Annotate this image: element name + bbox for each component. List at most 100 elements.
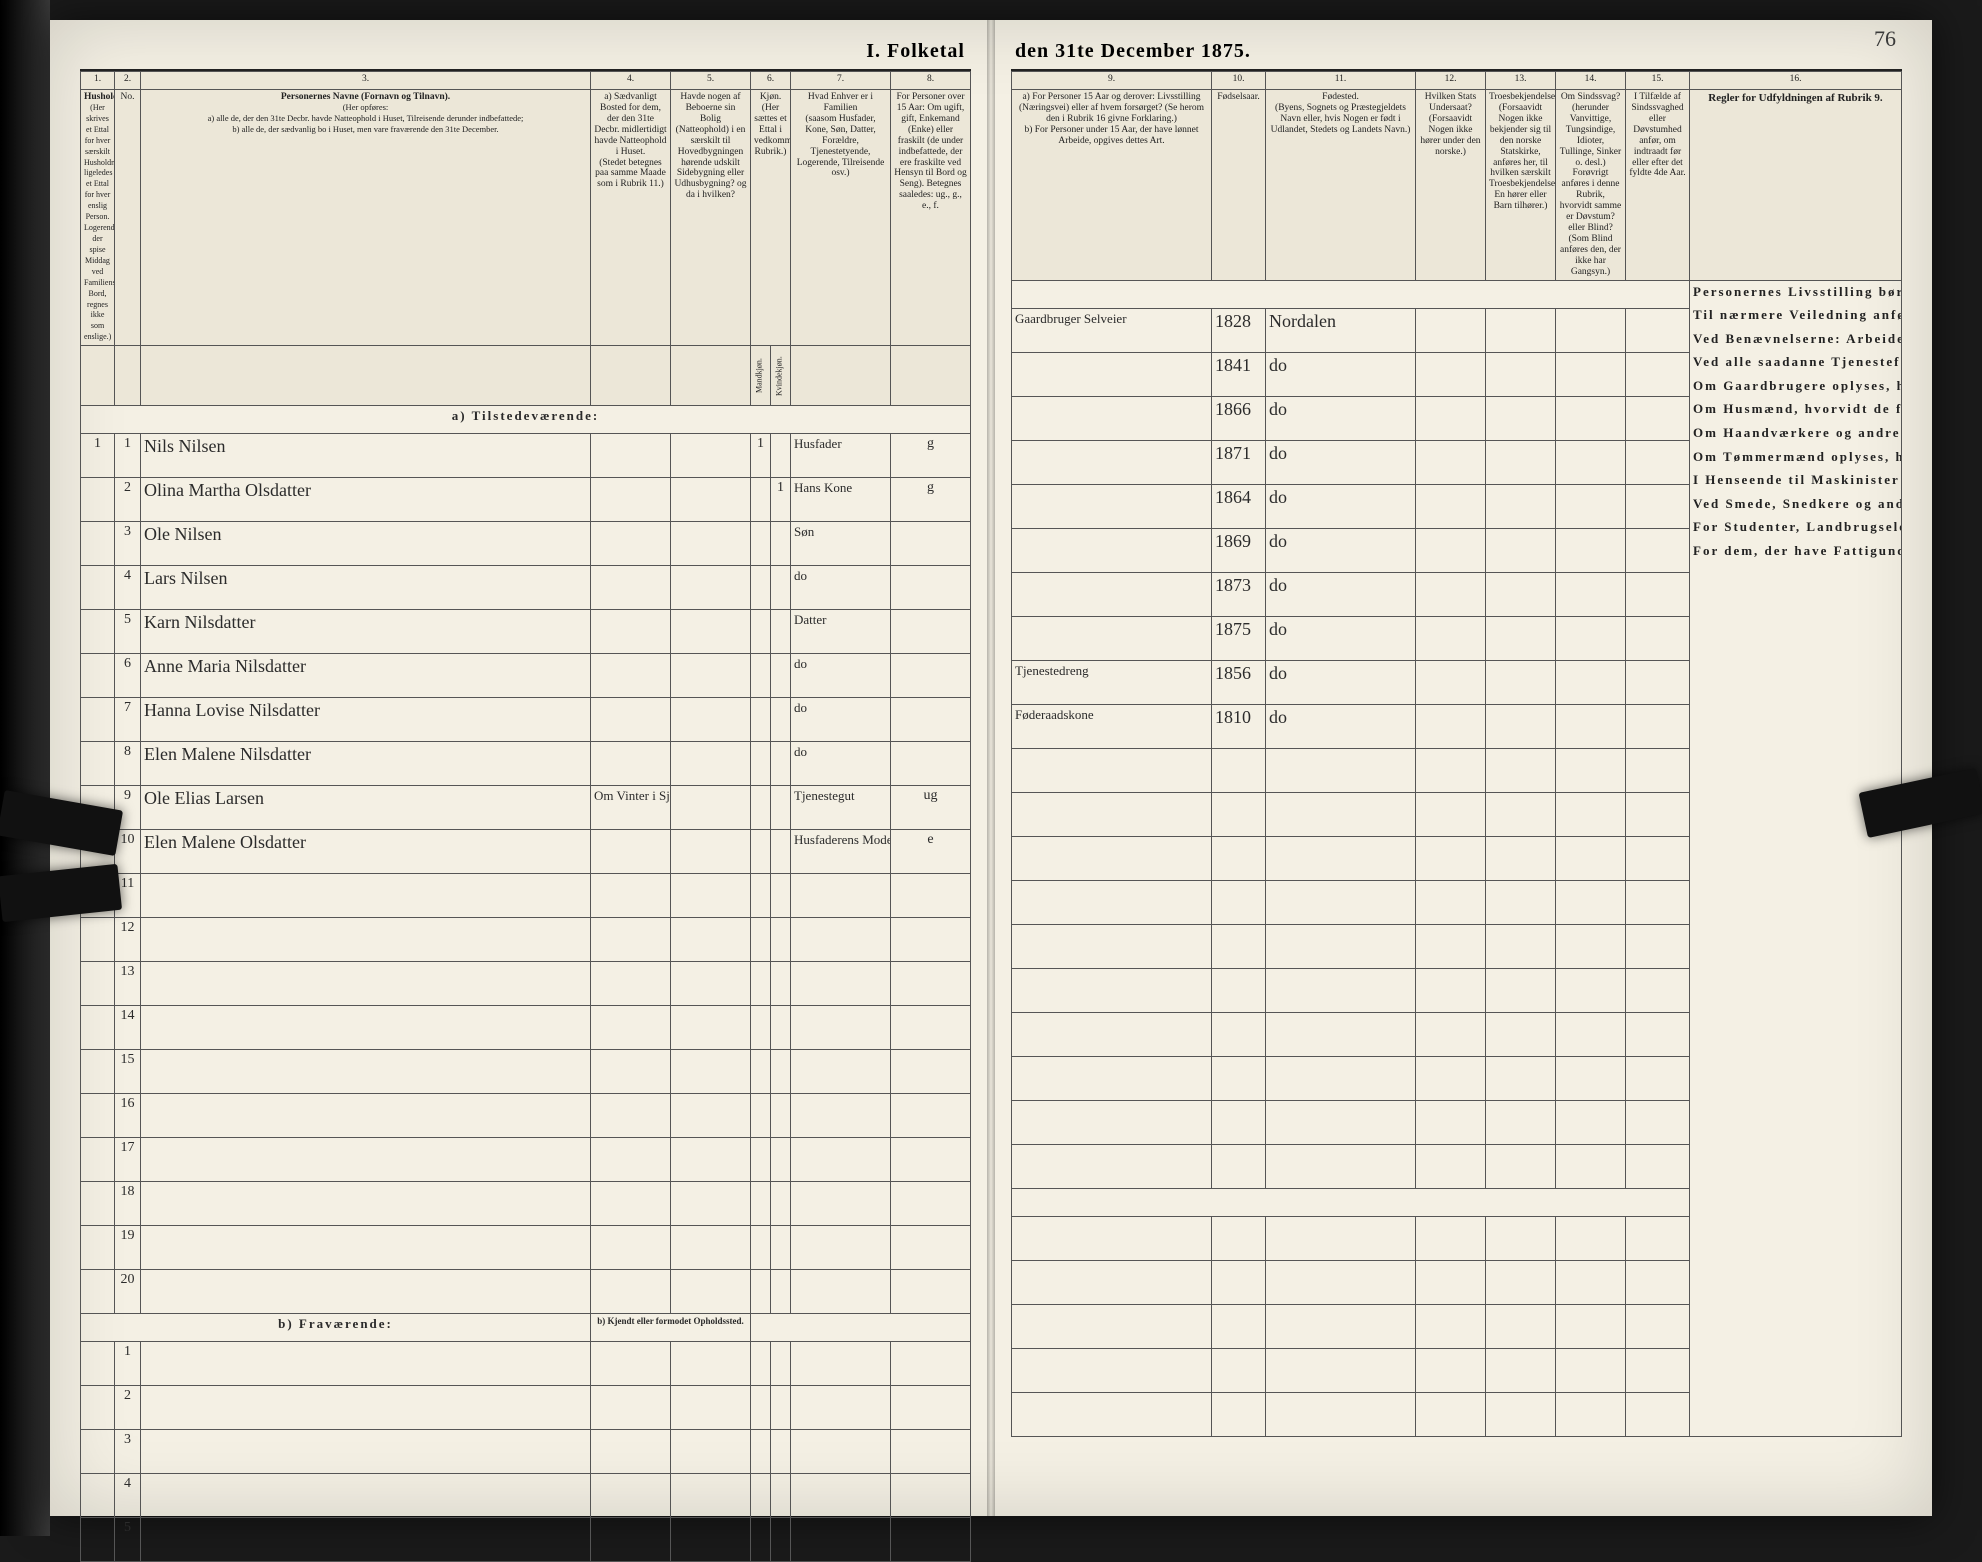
cell-empty xyxy=(671,1430,751,1474)
cell-civil-status xyxy=(891,742,971,786)
cell-empty xyxy=(751,918,771,962)
cell-empty xyxy=(1486,968,1556,1012)
cell-empty xyxy=(1556,1260,1626,1304)
cell-empty xyxy=(591,1386,671,1430)
cell-onset xyxy=(1626,308,1690,352)
cell-empty xyxy=(751,1006,771,1050)
cell-empty xyxy=(671,1342,751,1386)
table-row: 9Ole Elias LarsenOm Vinter i Sjøbygn.Tje… xyxy=(81,786,971,830)
cell-empty xyxy=(1626,1012,1690,1056)
table-row-empty: 4 xyxy=(81,1474,971,1518)
cell-empty xyxy=(1626,748,1690,792)
cell-empty xyxy=(791,1430,891,1474)
section-b-spacer xyxy=(751,1314,971,1342)
cell-female xyxy=(771,566,791,610)
cell-name: Olina Martha Olsdatter xyxy=(141,478,591,522)
cell-birth-place: do xyxy=(1266,484,1416,528)
cell-household xyxy=(81,1226,115,1270)
table-row: 4Lars Nilsendo xyxy=(81,566,971,610)
cell-empty xyxy=(1266,1348,1416,1392)
cell-occupation xyxy=(1012,352,1212,396)
cell-empty xyxy=(141,1518,591,1562)
cell-empty xyxy=(671,1270,751,1314)
cell-empty xyxy=(141,1226,591,1270)
cell-outhouse xyxy=(671,654,751,698)
cell-empty xyxy=(141,1182,591,1226)
cell-outhouse xyxy=(671,830,751,874)
cell-name: Anne Maria Nilsdatter xyxy=(141,654,591,698)
cell-household xyxy=(81,1094,115,1138)
cell-empty xyxy=(751,1270,771,1314)
cell-empty xyxy=(891,1050,971,1094)
cell-male xyxy=(751,478,771,522)
cell-birth-place: do xyxy=(1266,352,1416,396)
table-row: 7Hanna Lovise Nilsdatterdo xyxy=(81,698,971,742)
cell-onset xyxy=(1626,572,1690,616)
cell-empty xyxy=(1556,1056,1626,1100)
instruction-paragraph: Om Haandværkere og andre Industridrivend… xyxy=(1693,424,1898,442)
cell-male: 1 xyxy=(751,434,771,478)
cell-citizenship xyxy=(1416,352,1486,396)
cell-empty xyxy=(1212,792,1266,836)
cell-household xyxy=(81,566,115,610)
colnum-9: 9. xyxy=(1012,72,1212,90)
cell-empty xyxy=(1212,1304,1266,1348)
cell-empty xyxy=(771,1226,791,1270)
cell-empty xyxy=(1416,1392,1486,1436)
cell-birth-year: 1810 xyxy=(1212,704,1266,748)
cell-outhouse xyxy=(671,434,751,478)
instruction-paragraph: Til nærmere Veiledning anføres her endel… xyxy=(1693,306,1898,324)
cell-family-role: do xyxy=(791,742,891,786)
cell-empty xyxy=(141,1006,591,1050)
cell-birth-place: do xyxy=(1266,396,1416,440)
cell-name: Hanna Lovise Nilsdatter xyxy=(141,698,591,742)
cell-birth-year: 1866 xyxy=(1212,396,1266,440)
cell-empty xyxy=(791,962,891,1006)
cell-empty xyxy=(1416,1304,1486,1348)
cell-citizenship xyxy=(1416,572,1486,616)
cell-empty xyxy=(1266,792,1416,836)
cell-empty xyxy=(1626,792,1690,836)
cell-empty xyxy=(891,1138,971,1182)
left-page: I. Folketal 1. 2. 3. 4. 5. 6. 7. 8. xyxy=(50,20,991,1516)
cell-empty xyxy=(1556,1100,1626,1144)
cell-empty xyxy=(1416,1216,1486,1260)
section-b-col4-label: b) Kjendt eller formodet Opholdssted. xyxy=(591,1314,751,1342)
cell-disability xyxy=(1556,396,1626,440)
cell-no: 14 xyxy=(115,1006,141,1050)
hdr-household-sub: (Her skrives et Ettal for hver særskilt … xyxy=(84,103,115,341)
cell-empty xyxy=(1486,1304,1556,1348)
cell-empty xyxy=(1416,1100,1486,1144)
cell-outhouse xyxy=(671,610,751,654)
cell-civil-status: e xyxy=(891,830,971,874)
cell-empty xyxy=(141,918,591,962)
cell-empty xyxy=(1626,1260,1690,1304)
cell-empty xyxy=(671,1226,751,1270)
cell-empty xyxy=(591,1430,671,1474)
hdr-female: Kvindekjøn. xyxy=(771,346,791,406)
hdr-c6: Kjøn. (Her sættes et Ettal i vedkommende… xyxy=(751,90,791,346)
cell-empty xyxy=(591,1182,671,1226)
cell-empty xyxy=(141,1094,591,1138)
cell-empty xyxy=(1012,1304,1212,1348)
cell-empty xyxy=(671,962,751,1006)
cell-empty xyxy=(1626,1348,1690,1392)
cell-empty xyxy=(771,874,791,918)
cell-empty xyxy=(1556,1304,1626,1348)
cell-empty xyxy=(1212,1012,1266,1056)
cell-birth-year: 1864 xyxy=(1212,484,1266,528)
cell-empty xyxy=(791,1474,891,1518)
cell-empty xyxy=(1416,1056,1486,1100)
instruction-paragraph: Ved Smede, Snedkere og andre, der ere an… xyxy=(1693,495,1898,513)
cell-no: 2 xyxy=(115,1386,141,1430)
cell-residence xyxy=(591,830,671,874)
section-b-right-spacer xyxy=(1012,1188,1690,1216)
cell-occupation xyxy=(1012,484,1212,528)
cell-birth-year: 1869 xyxy=(1212,528,1266,572)
cell-birth-year: 1841 xyxy=(1212,352,1266,396)
table-row-empty: 11 xyxy=(81,874,971,918)
hdr-no: No. xyxy=(115,90,141,346)
hdr-c14: Om Sindssvag? (herunder Vanvittige, Tung… xyxy=(1556,90,1626,281)
cell-no: 13 xyxy=(115,962,141,1006)
cell-empty xyxy=(1012,924,1212,968)
